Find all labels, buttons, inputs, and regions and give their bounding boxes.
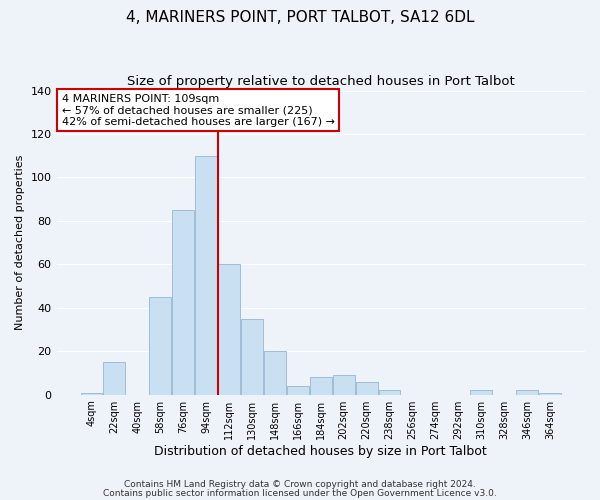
Bar	[241, 318, 263, 394]
Bar	[264, 352, 286, 395]
Bar	[287, 386, 309, 394]
Bar	[516, 390, 538, 394]
Bar	[80, 392, 103, 394]
Text: 4, MARINERS POINT, PORT TALBOT, SA12 6DL: 4, MARINERS POINT, PORT TALBOT, SA12 6DL	[126, 10, 474, 25]
Bar	[149, 297, 171, 394]
Text: 4 MARINERS POINT: 109sqm
← 57% of detached houses are smaller (225)
42% of semi-: 4 MARINERS POINT: 109sqm ← 57% of detach…	[62, 94, 335, 127]
Bar	[470, 390, 492, 394]
X-axis label: Distribution of detached houses by size in Port Talbot: Distribution of detached houses by size …	[154, 444, 487, 458]
Bar	[218, 264, 240, 394]
Bar	[103, 362, 125, 394]
Bar	[539, 392, 561, 394]
Title: Size of property relative to detached houses in Port Talbot: Size of property relative to detached ho…	[127, 75, 515, 88]
Y-axis label: Number of detached properties: Number of detached properties	[15, 155, 25, 330]
Bar	[356, 382, 377, 394]
Bar	[172, 210, 194, 394]
Bar	[195, 156, 217, 394]
Text: Contains HM Land Registry data © Crown copyright and database right 2024.: Contains HM Land Registry data © Crown c…	[124, 480, 476, 489]
Text: Contains public sector information licensed under the Open Government Licence v3: Contains public sector information licen…	[103, 488, 497, 498]
Bar	[379, 390, 400, 394]
Bar	[333, 375, 355, 394]
Bar	[310, 378, 332, 394]
